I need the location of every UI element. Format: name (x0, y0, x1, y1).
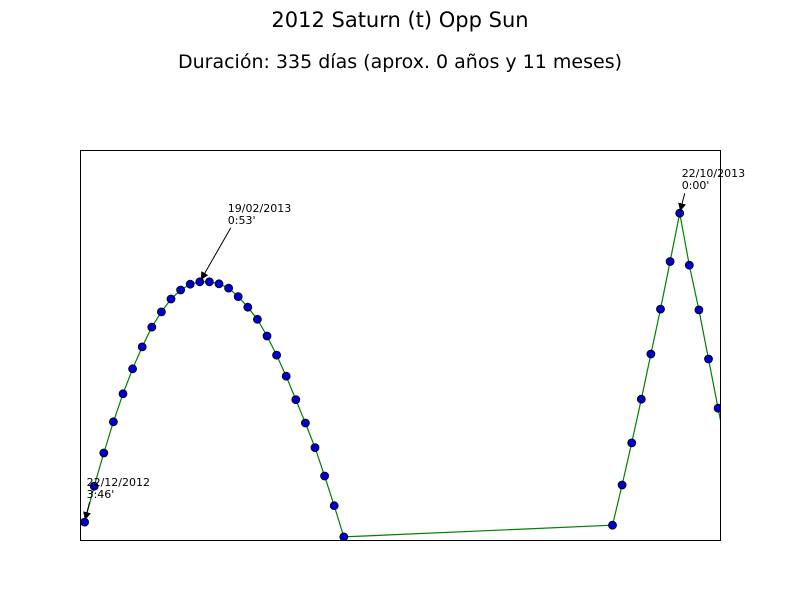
annotation-arrow-2 (678, 193, 686, 212)
data-point-8 (156, 307, 166, 317)
data-point-25 (320, 471, 330, 481)
data-point-28 (608, 520, 617, 530)
data-point-36 (684, 260, 694, 270)
annotation-date-0: 22/12/2012 (87, 476, 150, 489)
data-point-11 (185, 279, 195, 289)
data-point-15 (224, 283, 234, 293)
data-point-10 (176, 285, 186, 295)
data-point-33 (656, 304, 665, 314)
data-point-1 (89, 481, 99, 491)
data-point-17 (243, 302, 253, 312)
data-point-7 (147, 322, 157, 332)
series-line (84, 213, 720, 538)
data-point-13 (204, 277, 214, 287)
data-point-16 (233, 292, 243, 302)
data-point-4 (118, 389, 128, 399)
data-point-31 (636, 394, 646, 404)
data-point-23 (300, 418, 310, 428)
data-point-27 (339, 532, 349, 540)
annotation-time-1: 0:53' (228, 214, 256, 227)
data-point-38 (704, 354, 713, 364)
data-point-29 (617, 480, 627, 490)
data-point-40 (724, 453, 732, 461)
data-point-19 (262, 331, 272, 341)
chart-title: 2012 Saturn (t) Opp Sun (271, 8, 529, 32)
data-point-35 (675, 208, 685, 218)
annotation-arrow-0 (83, 501, 91, 521)
data-point-20 (272, 350, 282, 360)
data-point-21 (281, 371, 291, 381)
annotation-arrow-1 (200, 227, 232, 281)
data-point-3 (109, 417, 118, 427)
data-point-41 (733, 501, 741, 509)
data-point-34 (665, 257, 675, 266)
data-point-32 (646, 349, 656, 359)
axes-frame (80, 150, 721, 541)
data-point-6 (137, 342, 147, 352)
chart-subtitle: Duración: 335 días (aprox. 0 años y 11 m… (177, 51, 623, 73)
data-point-26 (329, 501, 339, 511)
annotation-time-0: 3:46' (87, 488, 115, 501)
data-point-30 (627, 438, 637, 448)
data-point-37 (694, 305, 704, 315)
data-point-12 (195, 277, 205, 287)
data-point-9 (166, 294, 176, 304)
data-point-5 (128, 364, 138, 374)
data-point-14 (214, 279, 224, 289)
data-point-2 (99, 448, 109, 458)
annotation-time-2: 0:00' (682, 179, 710, 192)
annotation-date-2: 22/10/2013 (682, 167, 745, 180)
annotation-date-1: 19/02/2013 (228, 202, 291, 215)
data-point-24 (310, 443, 320, 453)
data-point-18 (252, 314, 262, 324)
data-point-0 (80, 517, 89, 527)
data-point-22 (291, 395, 301, 405)
data-point-39 (713, 403, 720, 413)
